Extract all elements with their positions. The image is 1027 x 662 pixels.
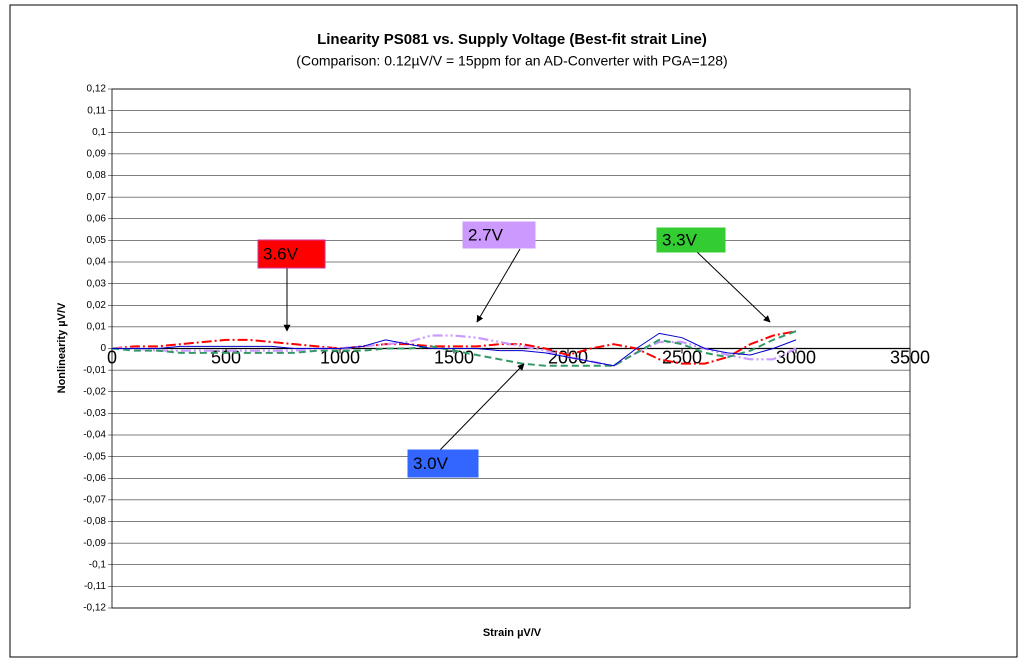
y-tick-label: 0,04 [87,257,107,268]
callout-label: 2.7V [468,225,504,244]
callout-box [462,221,536,249]
y-tick-label: -0,01 [83,365,106,376]
y-tick-label: -0,03 [83,408,106,419]
plot: -0,12 -0,11 -0,1 -0,09 -0,08 -0,07 -0,06 -0,05 -… [83,84,930,614]
callout-arrow [439,363,525,451]
y-tick-label: -0,04 [83,430,106,441]
y-tick-label: 0,05 [87,235,107,246]
y-tick-label: 0,07 [87,192,107,203]
callout-label: 3.0V [413,454,449,473]
y-tick-label: -0,08 [83,516,106,527]
y-tick-label: -0,1 [89,559,107,570]
y-tick-label: -0,02 [83,386,106,397]
y-tick-label: 0,03 [87,278,107,289]
y-tick-label: 0,1 [92,127,106,138]
y-tick-label: 0,12 [87,84,107,95]
y-tick-label: -0,09 [83,538,106,549]
series-line [112,334,797,367]
series-line [112,332,797,367]
callout-label: 3.6V [263,244,299,263]
callout-label: 3.3V [662,230,698,249]
y-tick-label: -0,07 [83,495,106,506]
y-tick-label: 0,09 [87,149,107,160]
chart-subtitle: (Comparison: 0.12µV/V = 15ppm for an AD-… [296,53,727,69]
y-axis-label: Nonlinearity µV/V [56,302,68,393]
y-tick-label: -0,06 [83,473,106,484]
callout-arrow [476,248,521,323]
y-tick-label: 0,02 [87,300,107,311]
x-tick-label: 0 [107,347,117,367]
y-tick-label: 0,11 [87,105,106,116]
y-tick-label: 0 [100,343,106,354]
callout-box [407,449,479,478]
y-tick-label: 0,01 [87,322,107,333]
series-line [111,330,797,367]
y-tick-label: 0,08 [87,170,107,181]
series-line [111,330,797,365]
x-tick-label: 3000 [776,347,816,367]
callout-arrow [696,251,771,323]
y-tick-label: -0,05 [83,451,106,462]
x-tick-label: 3500 [890,347,930,367]
y-tick-label: -0,12 [83,603,106,614]
y-tick-label: 0,06 [87,213,107,224]
x-tick-label: 1000 [320,347,360,367]
y-tick-label: -0,11 [84,581,106,592]
x-axis-label: Strain µV/V [483,627,542,639]
chart-title: Linearity PS081 vs. Supply Voltage (Best… [317,31,707,48]
callout-box [257,239,326,269]
callout-box [656,227,726,253]
